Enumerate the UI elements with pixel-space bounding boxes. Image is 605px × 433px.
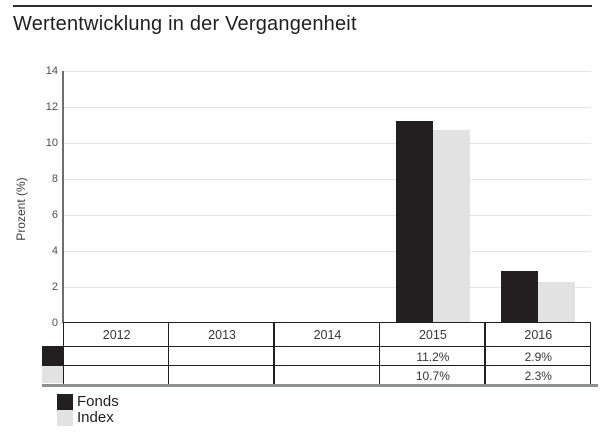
table-vborder-1 [167,323,170,384]
table-vborder-2 [273,323,275,384]
table-vborder-0 [62,323,64,384]
table-cell-fonds-2016: 2.9% [524,350,552,364]
top-divider [13,5,592,7]
gridline-4 [64,250,591,252]
chart-legend: Fonds Index [57,394,119,426]
bottom-divider [42,384,598,387]
table-border-row2 [42,364,591,366]
table-border-row1 [42,345,591,347]
y-tick-label-14: 14 [45,64,58,77]
y-axis-line [62,71,64,323]
table-cell-index-2015: 10.7% [415,369,450,383]
index-swatch-icon [57,410,73,426]
y-tick-label-2: 2 [51,280,58,293]
y-tick-label-0: 0 [51,316,58,329]
table-vborder-5 [589,323,591,384]
bar-index-2015 [432,130,470,323]
table-header-2014: 2014 [313,328,342,342]
table-border-top [62,321,591,323]
gridline-10 [64,142,591,144]
table-vborder-3 [378,323,381,384]
table-header-2013: 2013 [208,328,236,342]
table-header-2015: 2015 [418,328,447,342]
legend-label-fonds: Fonds [77,393,119,410]
legend-item-fonds: Fonds [57,394,119,410]
table-cell-index-2016: 2.3% [524,369,552,383]
gridline-12 [64,106,591,108]
y-tick-label-8: 8 [51,172,58,185]
table-vborder-4 [484,323,486,384]
legend-item-index: Index [57,410,119,426]
table-swatch-fonds [42,347,63,365]
y-tick-label-6: 6 [51,208,58,221]
bar-fonds-2016 [501,270,539,323]
bar-index-2016 [538,281,576,323]
gridline-6 [64,214,591,216]
gridline-14 [64,70,591,72]
legend-label-index: Index [77,409,114,426]
y-tick-label-10: 10 [45,136,58,149]
chart-title: Wertentwicklung in der Vergangenheit [13,13,357,35]
bar-fonds-2015 [395,121,433,323]
table-header-2012: 2012 [102,328,131,342]
fonds-swatch-icon [57,394,73,410]
y-tick-label-4: 4 [51,244,58,257]
gridline-8 [64,178,591,180]
table-swatch-index [42,366,63,383]
table-header-2016: 2016 [524,328,553,342]
y-tick-label-12: 12 [45,100,58,113]
gridline-2 [64,286,591,288]
table-cell-fonds-2015: 11.2% [416,350,450,364]
